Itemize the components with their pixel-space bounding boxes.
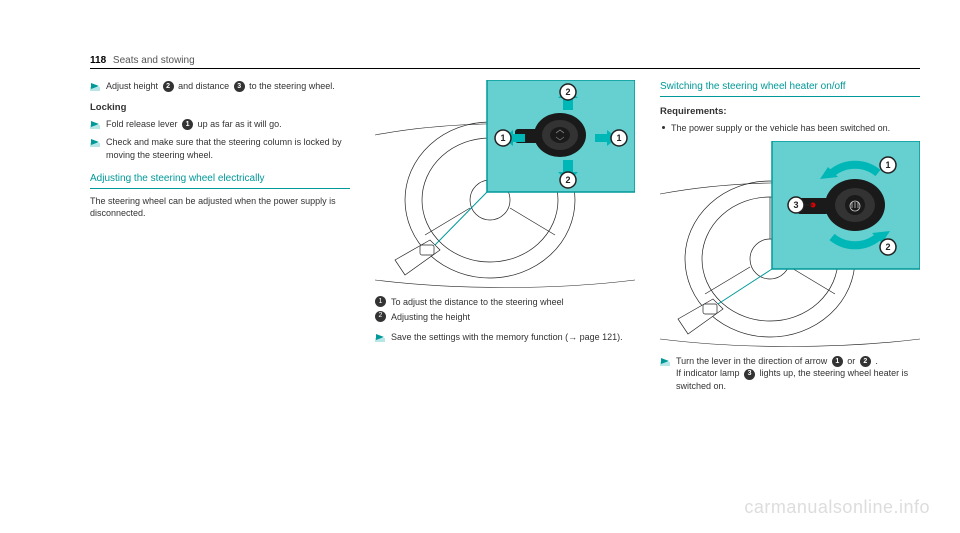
badge-1: 1 [182, 119, 193, 130]
requirements-label: Requirements: [660, 105, 920, 118]
badge-2: 2 [375, 311, 386, 322]
page-header: 118 Seats and stowing [90, 55, 920, 69]
badge-3: 3 [744, 369, 755, 380]
badge-3: 3 [234, 81, 245, 92]
badge-2: 2 [860, 356, 871, 367]
badge-1: 1 [832, 356, 843, 367]
svg-text:2: 2 [565, 87, 570, 97]
requirement-text: The power supply or the vehicle has been… [671, 122, 890, 135]
svg-text:2: 2 [885, 242, 890, 252]
step-text: Save the settings with the memory functi… [391, 331, 635, 344]
svg-text:2: 2 [565, 175, 570, 185]
step-arrow-icon [660, 356, 670, 366]
step-turn-lever: Turn the lever in the direction of arrow… [660, 355, 920, 393]
figure-wheel-heater: 1 2 3 [660, 141, 920, 349]
badge-1: 1 [375, 296, 386, 307]
svg-text:1: 1 [885, 160, 890, 170]
heading-adjust-electric: Adjusting the steering wheel electricall… [90, 172, 350, 189]
watermark: carmanualsonline.info [744, 497, 930, 518]
svg-text:3: 3 [793, 200, 798, 210]
step-text: Adjust height 2 and distance 3 to the st… [106, 80, 350, 93]
legend-text: To adjust the distance to the steering w… [391, 296, 564, 309]
step-adjust-height: Adjust height 2 and distance 3 to the st… [90, 80, 350, 93]
requirement-1: The power supply or the vehicle has been… [660, 122, 920, 135]
page-number: 118 [90, 55, 106, 66]
step-text: Check and make sure that the steering co… [106, 136, 350, 161]
step-arrow-icon [90, 81, 100, 91]
step-fold-lever: Fold release lever 1 up as far as it wil… [90, 118, 350, 131]
svg-text:1: 1 [616, 133, 621, 143]
bullet-icon [662, 126, 665, 129]
step-check-lock: Check and make sure that the steering co… [90, 136, 350, 161]
step-arrow-icon [90, 119, 100, 129]
legend-text: Adjusting the height [391, 311, 470, 324]
heading-wheel-heater: Switching the steering wheel heater on/o… [660, 80, 920, 97]
section-title: Seats and stowing [113, 55, 195, 66]
figure-steering-adjust: 1 1 2 2 [375, 80, 635, 290]
step-text: Fold release lever 1 up as far as it wil… [106, 118, 350, 131]
body-adjust-electric: The steering wheel can be adjusted when … [90, 195, 350, 220]
badge-2: 2 [163, 81, 174, 92]
legend-1: 1 To adjust the distance to the steering… [375, 296, 635, 309]
locking-heading: Locking [90, 101, 350, 114]
step-text: Turn the lever in the direction of arrow… [676, 355, 920, 393]
column-2: 1 1 2 2 1 To adjust the distance to the … [375, 80, 635, 399]
step-save-memory: Save the settings with the memory functi… [375, 331, 635, 344]
step-arrow-icon [90, 137, 100, 147]
column-1: Adjust height 2 and distance 3 to the st… [90, 80, 350, 399]
legend-2: 2 Adjusting the height [375, 311, 635, 324]
svg-text:1: 1 [500, 133, 505, 143]
step-arrow-icon [375, 332, 385, 342]
column-3: Switching the steering wheel heater on/o… [660, 80, 920, 399]
